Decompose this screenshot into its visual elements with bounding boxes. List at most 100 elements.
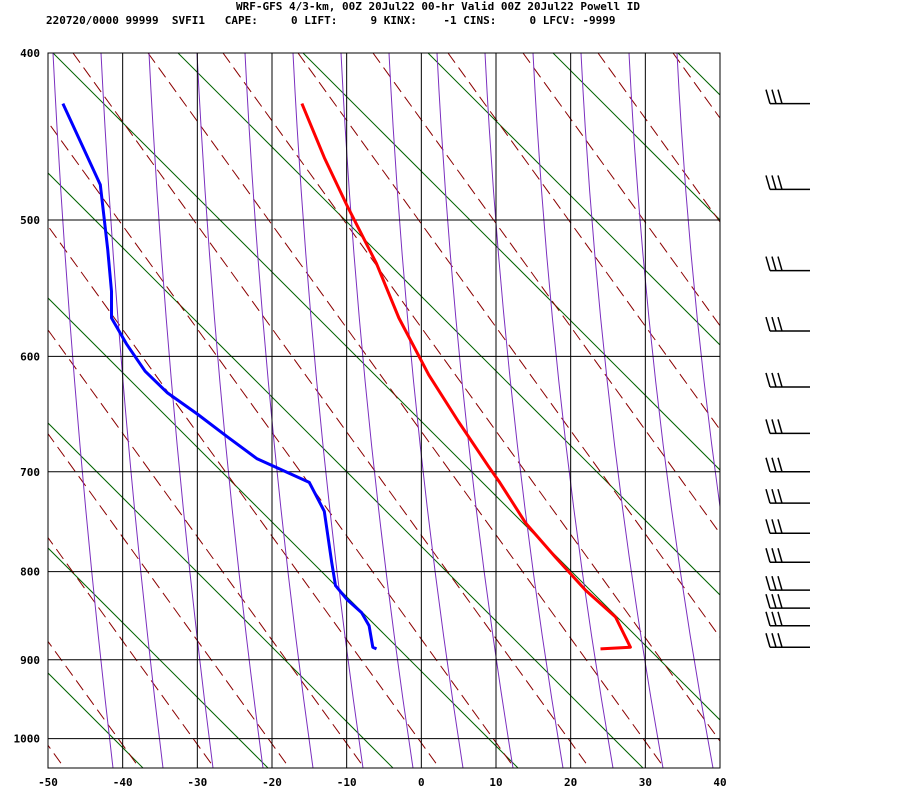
dry-adiabat-line (48, 225, 441, 768)
wind-barb (765, 175, 810, 191)
y-tick-label: 500 (20, 214, 40, 227)
y-tick-label: 800 (20, 566, 40, 579)
dewpoint-profile-line (61, 102, 378, 651)
wind-barb-flag (765, 519, 771, 534)
wind-barb-flag (777, 256, 783, 271)
wind-barb-flag (765, 372, 771, 388)
dry-adiabat-line (672, 53, 720, 119)
wind-barb-flag (777, 575, 783, 591)
mixing-ratio-line (302, 53, 720, 471)
plot-frame (47, 52, 721, 769)
wind-barb-flag (771, 548, 777, 563)
dry-adiabat-line (48, 640, 141, 768)
mixing-ratio-line (177, 53, 720, 596)
dry-adiabat-line (297, 53, 720, 639)
wind-barb (765, 519, 810, 535)
wind-barb-flag (771, 419, 777, 434)
wind-barb-flag (771, 611, 777, 626)
wind-barb-flag (771, 89, 777, 104)
chart-title: WRF-GFS 4/3-km, 00Z 20Jul22 00-hr Valid … (236, 0, 640, 13)
moist-adiabat-line (676, 53, 720, 511)
dry-adiabat-line (48, 329, 366, 768)
moist-adiabat-line (52, 53, 114, 768)
x-tick-label: 20 (564, 776, 577, 789)
moist-adiabat-line (580, 53, 664, 768)
x-tick-label: 0 (418, 776, 425, 789)
moist-adiabat-line (196, 53, 264, 768)
dry-adiabat-line (823, 53, 900, 773)
x-tick-label: -10 (337, 776, 357, 789)
wind-barb (765, 575, 810, 591)
mixing-ratio-line (677, 53, 720, 96)
wind-barb-flag (771, 633, 777, 648)
wind-barb-flag (771, 488, 777, 504)
wind-barb-flag (765, 457, 771, 472)
wind-barb-flag (765, 256, 771, 271)
wind-barb (765, 256, 810, 272)
wind-barb-flag (765, 633, 771, 648)
wind-barb-flag (771, 372, 777, 388)
wind-barb-flag (765, 89, 771, 104)
wind-barb-flag (777, 519, 783, 534)
moist-adiabat-line (388, 53, 464, 768)
wind-barb (765, 457, 810, 473)
x-tick-label: -30 (187, 776, 207, 789)
wind-barb-flag (765, 611, 771, 626)
wind-barb (765, 593, 810, 609)
moist-adiabat-line (484, 53, 564, 768)
wind-barb-flag (777, 488, 783, 504)
mixing-ratio-line (803, 53, 900, 773)
wind-barb-flag (777, 89, 783, 104)
x-tick-label: -50 (38, 776, 58, 789)
x-tick-label: 10 (489, 776, 502, 789)
wind-barb-flag (777, 457, 783, 472)
wind-barb (765, 611, 810, 627)
y-tick-label: 1000 (14, 733, 41, 746)
x-tick-label: -20 (262, 776, 282, 789)
plot-area (48, 53, 900, 773)
y-tick-label: 900 (20, 654, 40, 667)
dry-adiabat-line (48, 432, 291, 768)
wind-barb-flag (765, 488, 771, 504)
wind-barb-flag (771, 175, 777, 190)
wind-barb (765, 316, 810, 332)
mixing-ratio-line (48, 172, 644, 768)
moist-adiabat-line (148, 53, 214, 768)
dry-adiabat-line (48, 121, 516, 768)
dry-adiabat-line (147, 53, 666, 768)
wind-barb-flag (777, 593, 783, 609)
wind-barb (765, 89, 810, 105)
wind-barb-flag (771, 519, 777, 534)
wind-barb (765, 488, 810, 504)
wind-barb-flag (777, 419, 783, 434)
moist-adiabat-line (532, 53, 614, 768)
wind-barb-flag (771, 593, 777, 609)
dry-adiabat-line (597, 53, 720, 223)
mixing-ratio-line (427, 53, 720, 346)
wind-barb (765, 548, 810, 564)
dry-adiabat-line (222, 53, 720, 743)
wind-barb-flag (765, 575, 771, 591)
moist-adiabat-line (100, 53, 164, 768)
wind-barb-flag (777, 548, 783, 563)
dry-adiabat-line (48, 536, 216, 768)
wind-barb-flag (777, 316, 783, 332)
wind-barb-flag (765, 548, 771, 563)
moist-adiabat-line (436, 53, 514, 768)
y-tick-label: 400 (20, 47, 40, 60)
moist-adiabat-line (292, 53, 364, 768)
wind-barb-flag (777, 633, 783, 648)
moist-adiabat-line (628, 53, 714, 768)
temperature-profile-line (300, 103, 632, 651)
wind-barb-flag (765, 593, 771, 609)
x-tick-label: -40 (113, 776, 133, 789)
wind-barb-flag (771, 575, 777, 591)
wind-barb-flag (777, 611, 783, 626)
x-tick-label: 30 (639, 776, 652, 789)
wind-barb-flag (765, 175, 771, 190)
wind-barb-flag (777, 372, 783, 388)
moist-adiabat-line (244, 53, 314, 768)
wind-barb (765, 372, 810, 388)
